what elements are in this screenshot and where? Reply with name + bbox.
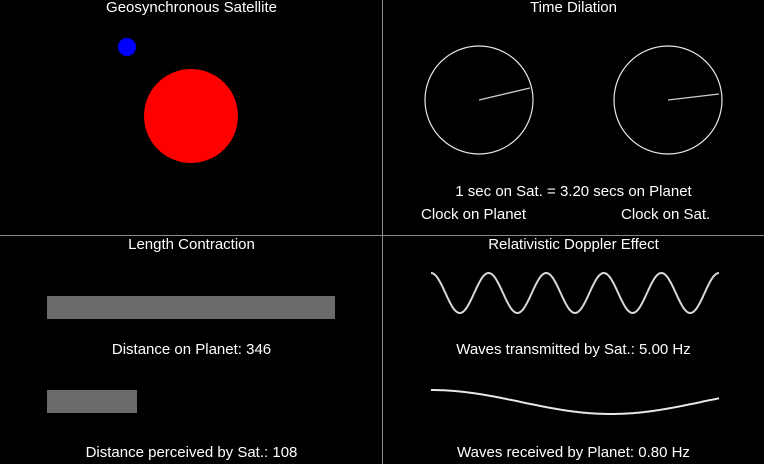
time-dilation-panel: Time Dilation 1 sec on Sat. = 3.20 secs …: [383, 0, 764, 236]
satellite-dot: [118, 38, 136, 56]
sat-distance-text: Distance perceived by Sat.: 108: [85, 444, 298, 461]
planet-circle: [144, 69, 238, 163]
sat-clock: [613, 45, 723, 155]
vertical-divider: [382, 0, 383, 464]
clocks-scene: [424, 45, 723, 155]
satellite-panel-title: Geosynchronous Satellite: [106, 0, 277, 16]
planet-distance-bar: [47, 296, 335, 319]
clock-sat-label: Clock on Sat.: [621, 206, 711, 223]
horizontal-divider: [0, 235, 764, 236]
transmitted-text: Waves transmitted by Sat.: 5.00 Hz: [456, 341, 691, 358]
waves-scene: [430, 271, 720, 415]
transmitted-wave: [430, 271, 720, 315]
planet-distance-text: Distance on Planet: 346: [111, 341, 272, 358]
doppler-title: Relativistic Doppler Effect: [488, 236, 659, 253]
sat-clock-hand: [667, 93, 720, 101]
sat-clock-face: [613, 45, 723, 155]
length-contraction-title: Length Contraction: [128, 236, 255, 253]
planet-clock: [424, 45, 534, 155]
doppler-panel: Relativistic Doppler Effect Waves transm…: [383, 236, 764, 464]
received-wave: [431, 389, 720, 415]
received-text: Waves received by Planet: 0.80 Hz: [457, 444, 690, 461]
satellite-panel: Geosynchronous Satellite: [0, 0, 383, 236]
clock-planet-label: Clock on Planet: [421, 206, 527, 223]
planet-clock-hand: [478, 87, 531, 101]
sat-distance-bar: [47, 390, 137, 413]
satellite-scene: [118, 38, 238, 163]
length-contraction-panel: Length Contraction Distance on Planet: 3…: [0, 236, 383, 464]
planet-clock-face: [424, 45, 534, 155]
time-ratio-text: 1 sec on Sat. = 3.20 secs on Planet: [455, 183, 692, 200]
time-dilation-title: Time Dilation: [530, 0, 617, 16]
